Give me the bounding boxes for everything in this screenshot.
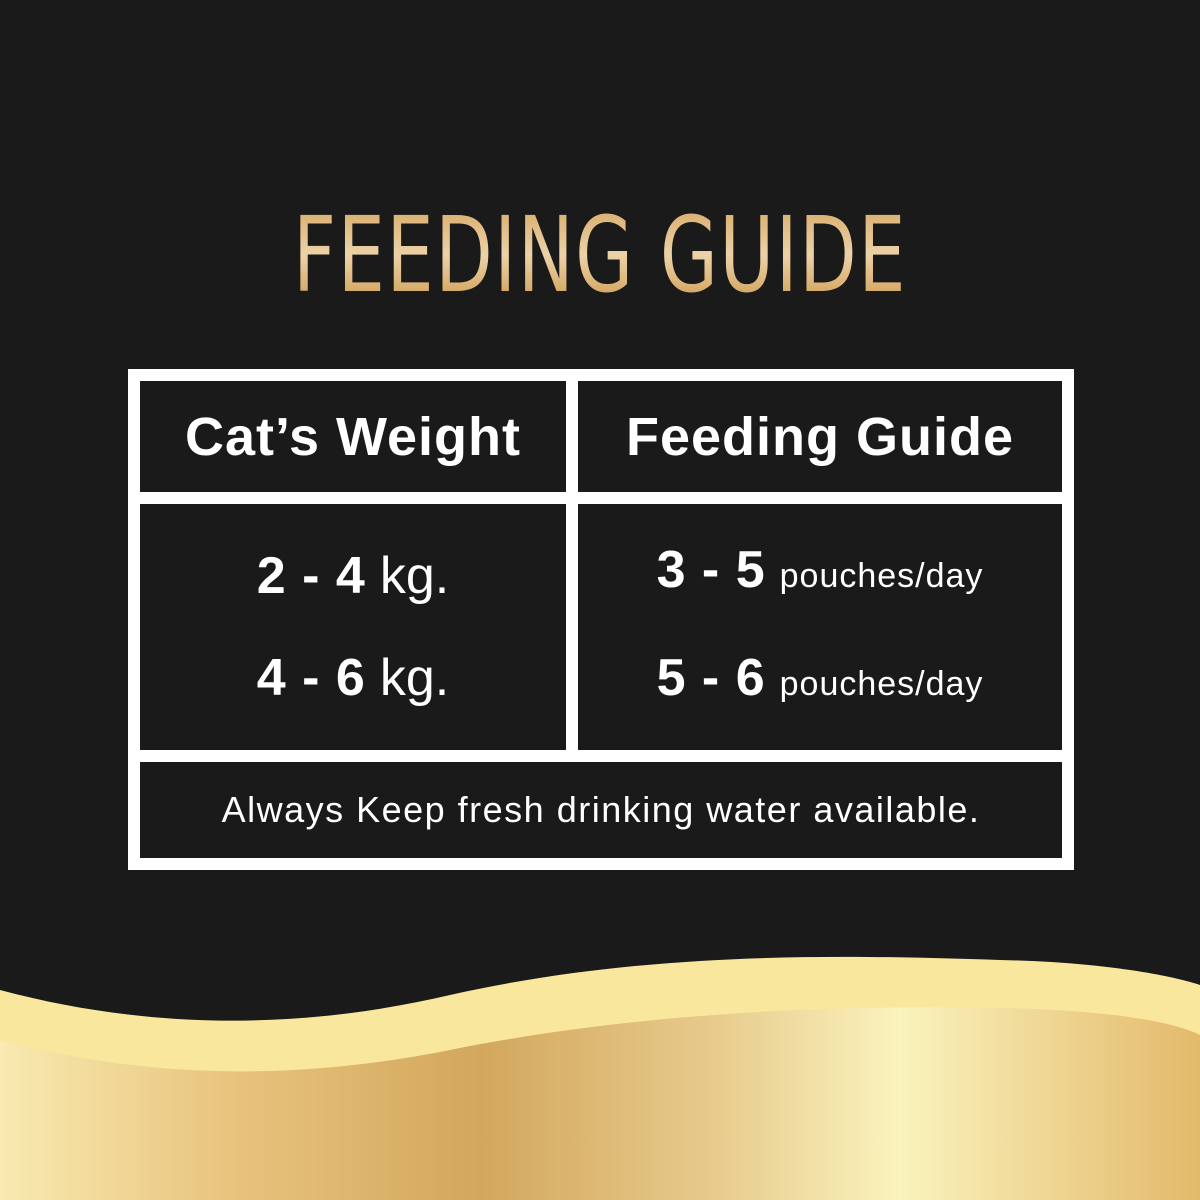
amount-range: 3 - 5 xyxy=(656,541,766,599)
header-cats-weight: Cat’s Weight xyxy=(140,381,566,492)
water-note: Always Keep fresh drinking water availab… xyxy=(140,762,1062,858)
weight-column: 2 - 4 kg. 4 - 6 kg. xyxy=(140,504,566,750)
page-title: FEEDING GUIDE xyxy=(168,195,1032,315)
feeding-table: Cat’s Weight Feeding Guide 2 - 4 kg. 4 - … xyxy=(128,369,1074,870)
amount-row: 5 - 6 pouches/day xyxy=(657,645,984,717)
header-feeding-guide: Feeding Guide xyxy=(578,381,1062,492)
weight-range: 2 - 4 xyxy=(256,547,366,605)
amount-range: 5 - 6 xyxy=(656,649,766,707)
weight-row: 2 - 4 kg. xyxy=(257,543,449,609)
amount-unit: pouches/day xyxy=(779,557,984,595)
amount-unit: pouches/day xyxy=(779,665,984,703)
weight-row: 4 - 6 kg. xyxy=(257,645,449,711)
weight-unit: kg. xyxy=(379,547,450,605)
weight-unit: kg. xyxy=(379,649,450,707)
weight-range: 4 - 6 xyxy=(256,649,366,707)
amount-column: 3 - 5 pouches/day 5 - 6 pouches/day xyxy=(578,504,1062,750)
gold-wave xyxy=(0,1007,1200,1200)
amount-row: 3 - 5 pouches/day xyxy=(657,537,984,609)
